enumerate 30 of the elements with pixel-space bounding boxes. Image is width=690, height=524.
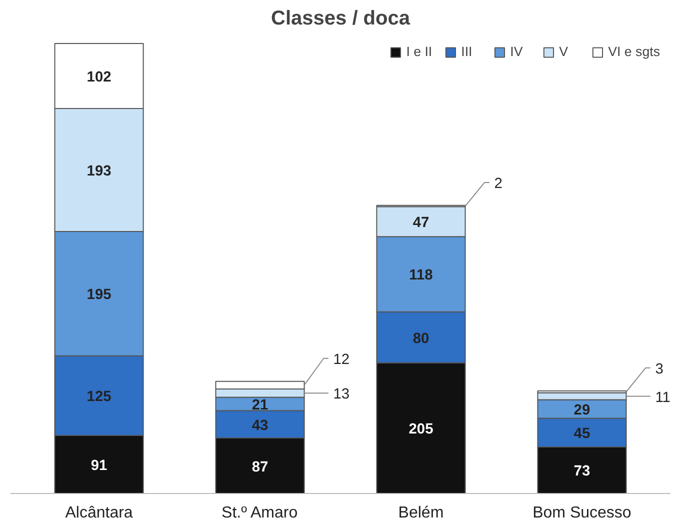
data-label: 80 xyxy=(412,330,430,347)
x-tick-label: St.º Amaro xyxy=(222,504,298,522)
data-label: 47 xyxy=(412,215,430,232)
legend-label: IV xyxy=(510,44,524,59)
data-label: 87 xyxy=(252,459,268,476)
data-label: 193 xyxy=(86,164,112,180)
x-tick-label: Bom Sucesso xyxy=(532,504,632,522)
x-tick-label: Belém xyxy=(398,504,444,522)
x-tick-label: Alcântara xyxy=(65,504,133,522)
data-label: 102 xyxy=(86,70,112,86)
data-label: 12 xyxy=(333,352,350,368)
data-label: 21 xyxy=(252,397,268,414)
data-label: 43 xyxy=(252,418,268,434)
data-label: 118 xyxy=(409,268,433,284)
data-label: 205 xyxy=(408,422,434,438)
data-label: 73 xyxy=(574,464,590,480)
data-label: 11 xyxy=(655,390,670,406)
data-label: 2 xyxy=(494,176,502,192)
data-label: 45 xyxy=(574,426,590,442)
legend-label: III xyxy=(461,44,474,59)
legend-label: VI e sgts xyxy=(608,44,660,59)
data-label: 91 xyxy=(90,458,108,474)
data-label: 195 xyxy=(86,287,112,304)
legend-label: I e II xyxy=(406,44,432,59)
data-label: 125 xyxy=(86,389,112,406)
data-label: 13 xyxy=(333,386,350,403)
legend-label: V xyxy=(559,44,570,59)
data-label: 29 xyxy=(574,402,590,419)
chart-title: Classes / doca xyxy=(271,8,411,30)
data-label: 3 xyxy=(655,361,664,378)
